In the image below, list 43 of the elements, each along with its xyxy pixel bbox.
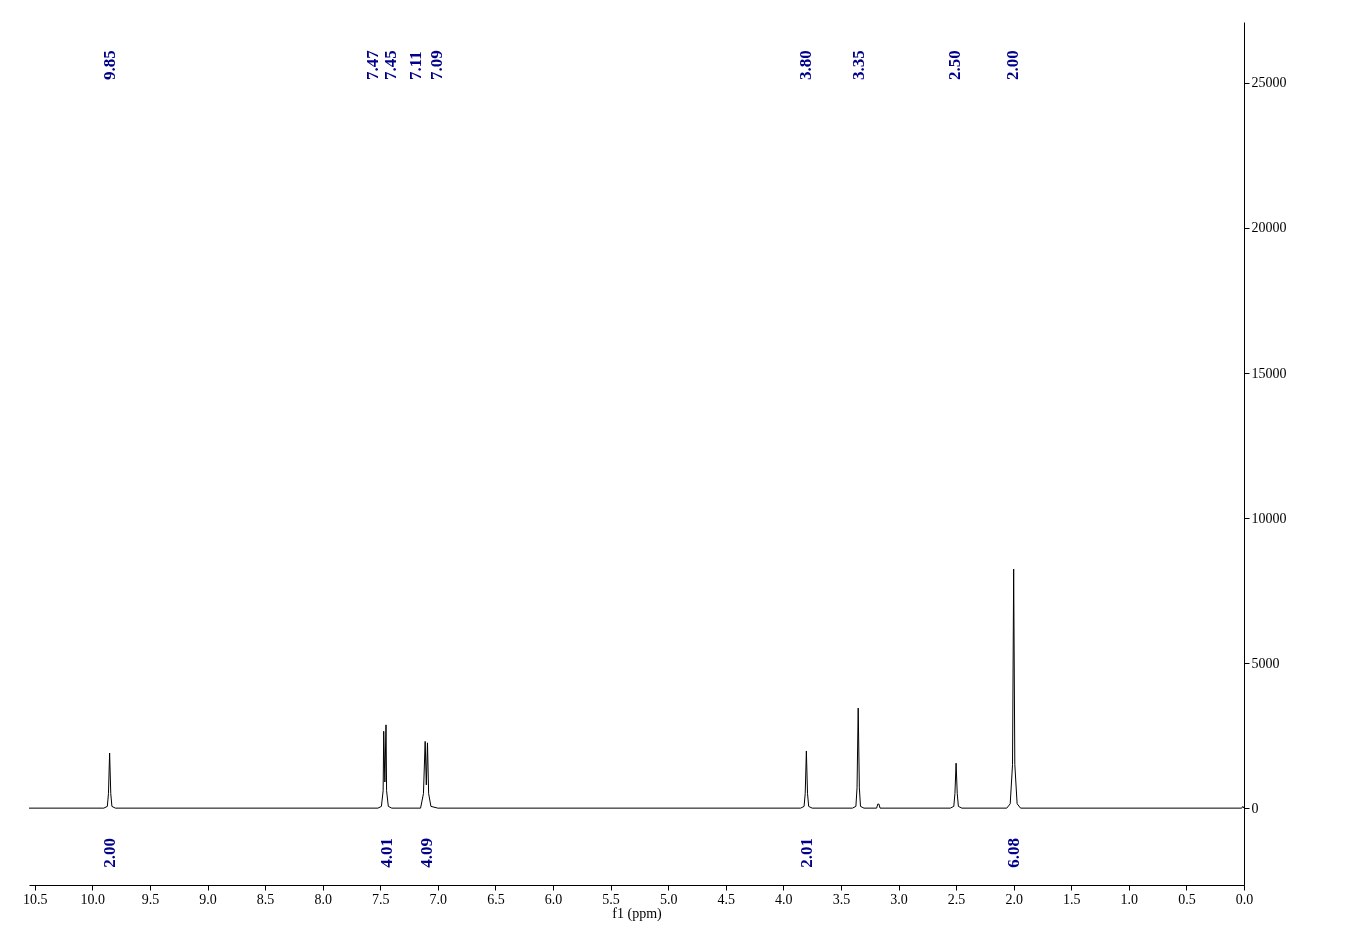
x-tick-label: 5.0	[659, 891, 678, 907]
x-tick-label: 2.5	[947, 891, 966, 907]
annotation: 2.00	[100, 838, 119, 868]
annotation: 2.01	[797, 838, 816, 868]
x-tick-label: 1.5	[1063, 891, 1081, 907]
y-tick-label: 20000	[1251, 220, 1287, 236]
annotation: 4.09	[417, 838, 436, 868]
annotation: 3.80	[796, 50, 815, 80]
x-tick-label: 10.5	[23, 891, 48, 907]
x-axis-title: f1 (ppm)	[612, 905, 663, 922]
annotation: 9.85	[100, 50, 119, 80]
annotation: 7.09	[427, 50, 446, 80]
annotation: 7.45	[381, 50, 400, 80]
x-tick-label: 9.0	[199, 891, 217, 907]
annotation: 7.47	[363, 49, 382, 80]
annotation: 3.35	[849, 50, 868, 80]
annotation: 2.00	[1003, 50, 1022, 80]
y-tick-label: 5000	[1251, 655, 1280, 671]
y-tick-label: 0	[1251, 800, 1259, 816]
x-tick-label: 10.0	[80, 891, 106, 907]
y-tick-label: 10000	[1251, 510, 1287, 526]
x-tick-label: 4.5	[717, 891, 735, 907]
annotation: 6.08	[1004, 838, 1023, 868]
x-tick-label: 3.0	[890, 891, 908, 907]
y-tick-label: 15000	[1251, 365, 1287, 381]
x-tick-label: 8.0	[314, 891, 332, 907]
y-tick-label: 25000	[1251, 75, 1287, 91]
annotation: 4.01	[377, 838, 396, 868]
x-tick-label: 6.0	[544, 891, 563, 907]
x-tick-label: 3.5	[832, 891, 851, 907]
annotation: 2.50	[945, 50, 964, 80]
x-tick-label: 9.5	[141, 891, 160, 907]
x-tick-label: 8.5	[256, 891, 275, 907]
x-tick-label: 1.0	[1120, 891, 1139, 907]
x-tick-label: 4.0	[775, 891, 793, 907]
x-tick-label: 2.0	[1005, 891, 1023, 907]
x-tick-label: 6.5	[487, 891, 505, 907]
x-tick-label: 5.5	[602, 891, 620, 907]
x-tick-label: 7.5	[372, 891, 390, 907]
x-tick-label: 0.0	[1235, 891, 1254, 907]
annotation: 7.11	[406, 51, 425, 80]
x-tick-label: 7.0	[429, 891, 448, 907]
x-tick-label: 0.5	[1178, 891, 1196, 907]
